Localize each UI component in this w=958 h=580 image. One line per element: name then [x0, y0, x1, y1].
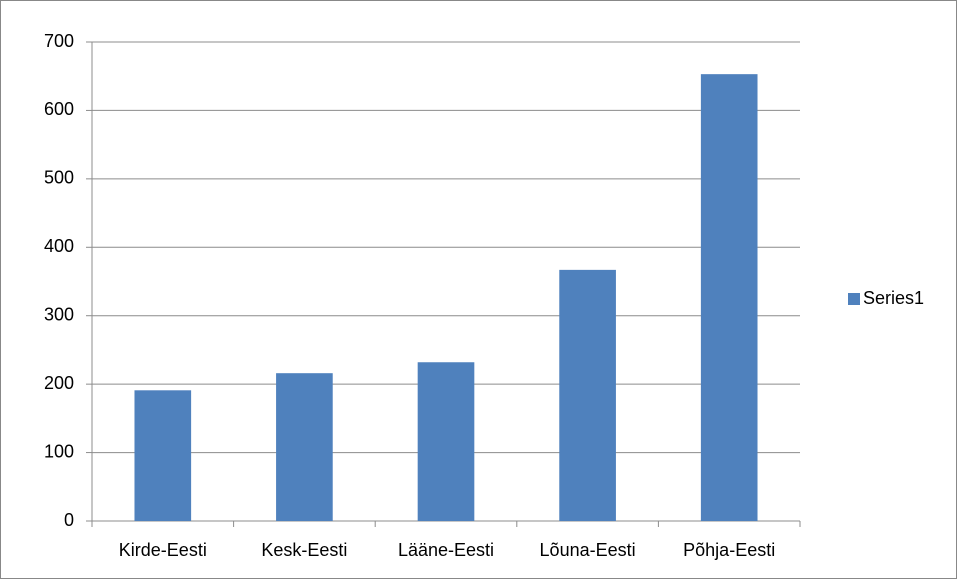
bar: [276, 373, 333, 521]
y-tick-label: 600: [44, 99, 74, 119]
y-tick-label: 400: [44, 236, 74, 256]
legend-swatch: [848, 293, 860, 305]
y-tick-label: 200: [44, 373, 74, 393]
x-tick-label: Kesk-Eesti: [261, 540, 347, 560]
y-tick-label: 300: [44, 304, 74, 324]
bar: [417, 362, 475, 521]
bar: [559, 269, 616, 521]
y-tick-label: 700: [44, 31, 74, 51]
x-tick-label: Lääne-Eesti: [398, 540, 494, 560]
legend-label: Series1: [863, 288, 924, 308]
bar: [700, 74, 758, 521]
y-tick-label: 100: [44, 441, 74, 461]
y-tick-label: 0: [64, 510, 74, 530]
bar: [134, 390, 192, 521]
x-tick-label: Lõuna-Eesti: [540, 540, 636, 560]
y-tick-label: 500: [44, 168, 74, 188]
x-tick-label: Kirde-Eesti: [119, 540, 207, 560]
x-tick-label: Põhja-Eesti: [683, 540, 775, 560]
